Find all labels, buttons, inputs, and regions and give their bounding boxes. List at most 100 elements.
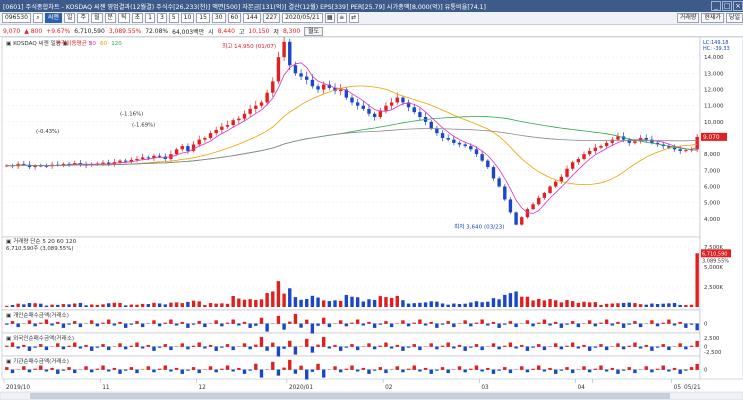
volume-ratio: 3,089.55% — [108, 27, 142, 35]
volume-bar — [95, 304, 100, 307]
flow-bar — [604, 369, 609, 372]
flow-bar — [378, 367, 382, 370]
volume-bar — [678, 304, 682, 307]
flow-bar — [33, 368, 37, 370]
flow-bar — [644, 344, 648, 347]
period-day[interactable]: 일 — [63, 13, 76, 23]
x-tick-label-5: 03 — [481, 385, 489, 391]
interval-3[interactable]: 3 — [156, 13, 167, 23]
candle-body — [531, 204, 535, 210]
volume-bar — [446, 304, 450, 307]
volume-bar — [140, 303, 145, 307]
flow-bar — [333, 366, 337, 370]
flow-bar — [169, 369, 173, 372]
candle-body — [593, 147, 598, 151]
flow-bar — [440, 323, 445, 325]
candle-body — [469, 146, 473, 150]
interval-15[interactable]: 15 — [196, 13, 210, 23]
volume-toggle[interactable]: 거래량 — [676, 13, 700, 23]
flow-bar — [638, 346, 643, 349]
flow-bar — [27, 346, 32, 351]
flow-bar — [463, 346, 467, 351]
flow-bar — [305, 338, 309, 347]
flow-bar — [661, 322, 665, 324]
count-field[interactable]: 144 — [243, 13, 261, 23]
candle-body — [214, 129, 218, 134]
flow-bar — [401, 346, 405, 351]
price-toggle[interactable]: 현재가 — [701, 13, 724, 23]
flow-bar — [73, 321, 77, 324]
volume-bar — [480, 302, 484, 307]
candle-body — [163, 156, 167, 160]
flow-bar — [106, 346, 111, 351]
candle-body — [542, 192, 547, 198]
candle-body — [322, 84, 326, 90]
flow-bar — [265, 346, 269, 351]
flow-bar — [305, 319, 309, 324]
stock-name-field[interactable]: 씨젠 — [44, 13, 62, 23]
date-field[interactable]: 2020/05/21 — [282, 13, 323, 23]
volume-tick-2: 7,500K — [704, 245, 723, 251]
flow-bar — [616, 321, 620, 324]
flow-bar — [84, 366, 88, 370]
interval-10[interactable]: 10 — [180, 13, 195, 23]
volume-bar — [265, 293, 269, 307]
candle-body — [152, 155, 156, 159]
period-week[interactable]: 주 — [77, 13, 90, 23]
candle-body — [231, 120, 235, 126]
volume-bar — [650, 303, 654, 307]
stock-code-input[interactable]: 096530 — [2, 13, 31, 23]
interval-5[interactable]: 5 — [168, 13, 179, 23]
list-icon[interactable]: ≡ — [336, 13, 347, 23]
flow-bar — [644, 366, 648, 370]
flow-bar — [418, 346, 422, 351]
flow-bar — [61, 323, 66, 328]
period-month[interactable]: 월 — [91, 13, 103, 23]
flow-bar — [197, 342, 201, 347]
minimize-button[interactable]: _ — [711, 1, 721, 11]
flow-tick-2: 0 — [704, 322, 708, 328]
flow-bar — [152, 320, 156, 324]
volume-bar — [531, 300, 535, 307]
flow-bar — [214, 369, 218, 373]
swap-icon[interactable]: ⇄ — [348, 13, 359, 23]
flow-bar — [135, 321, 139, 324]
interval-30[interactable]: 30 — [211, 13, 226, 23]
flow-bar — [429, 321, 433, 324]
chart-area[interactable]: 4,0005,0006,0007,0008,0009,00010,00011,0… — [0, 37, 743, 400]
volume-bar — [672, 303, 677, 307]
candle-body — [338, 89, 343, 92]
volume-bar — [406, 303, 411, 307]
flow-bar — [208, 344, 213, 347]
flow-bar — [112, 367, 117, 370]
volume-bar — [220, 303, 224, 307]
flow-bar — [565, 345, 569, 347]
interval-1[interactable]: 1 — [145, 13, 155, 23]
candle-body — [299, 73, 303, 77]
amount-value: 64,003백만 — [172, 28, 205, 36]
candle-body — [604, 142, 609, 147]
flow-bar — [621, 346, 626, 350]
today-toggle[interactable]: 당일 — [725, 13, 743, 23]
maximize-button[interactable]: □ — [722, 1, 732, 11]
volume-bar — [242, 299, 247, 307]
volume-bar — [604, 303, 609, 307]
period-minute[interactable]: 분 — [104, 13, 117, 23]
interval-60[interactable]: 60 — [227, 13, 242, 23]
period-second[interactable]: 초 — [131, 13, 144, 23]
search-icon[interactable]: ⌕ — [32, 13, 43, 23]
monthly-button[interactable]: 월도 — [304, 26, 324, 36]
candle-body — [197, 139, 201, 145]
volume-bar — [271, 291, 275, 307]
grid-icon[interactable]: ▦ — [324, 13, 335, 23]
flow-bar — [593, 368, 598, 370]
flow-bar — [39, 365, 43, 370]
flow-bar — [276, 369, 281, 376]
candle-body — [633, 141, 637, 143]
flow-bar — [395, 344, 399, 347]
close-button[interactable]: × — [733, 1, 743, 11]
period-tick[interactable]: 틱 — [118, 13, 130, 23]
flow-bar — [203, 346, 207, 349]
flow-bar — [146, 344, 150, 347]
flow-bar — [123, 346, 128, 350]
